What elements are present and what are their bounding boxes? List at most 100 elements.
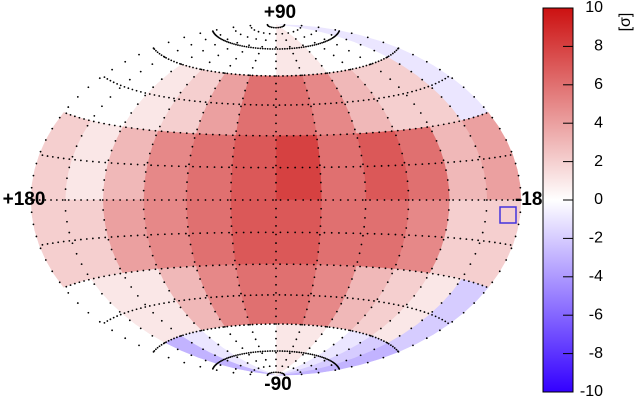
graticule-dot: [163, 116, 166, 119]
graticule-dot: [294, 166, 297, 169]
graticule-dot: [162, 342, 165, 345]
graticule-dot: [257, 166, 260, 169]
graticule-dot: [512, 199, 515, 201]
graticule-dot: [68, 158, 71, 161]
graticule-dot: [442, 274, 445, 277]
graticule-dot: [79, 238, 82, 241]
graticule-dot: [30, 186, 33, 189]
graticule-dot: [131, 309, 134, 312]
graticule-dot: [347, 199, 349, 201]
graticule-dot: [317, 26, 320, 29]
graticule-dot: [230, 216, 233, 219]
graticule-dot: [320, 325, 323, 328]
graticule-dot: [414, 234, 417, 237]
graticule-dot: [231, 134, 234, 137]
graticule-dot: [273, 75, 276, 77]
graticule-dot: [173, 99, 176, 102]
colorbar-tick-label: -8: [589, 345, 603, 362]
graticule-dot: [226, 325, 229, 328]
graticule-dot: [58, 116, 61, 119]
graticule-dot: [144, 94, 147, 97]
graticule-dot: [269, 350, 271, 352]
graticule-dot: [166, 130, 169, 133]
colorbar-tick-label: 8: [594, 38, 603, 55]
graticule-dot: [358, 145, 361, 148]
graticule-dot: [275, 33, 277, 35]
graticule-dot: [92, 199, 95, 201]
graticule-dot: [205, 103, 208, 106]
graticule-dot: [279, 263, 281, 266]
graticule-dot: [387, 164, 390, 167]
graticule-dot: [401, 245, 404, 248]
graticule-dot: [505, 259, 508, 261]
graticule-dot: [275, 39, 277, 42]
graticule-dot: [275, 267, 277, 270]
graticule-dot: [477, 115, 479, 117]
graticule-dot: [142, 208, 145, 211]
graticule-dot: [103, 122, 105, 125]
graticule-dot: [249, 323, 251, 326]
graticule-dot: [303, 81, 306, 84]
graticule-dot: [41, 243, 44, 246]
graticule-dot: [152, 86, 155, 89]
graticule-dot: [366, 232, 369, 235]
graticule-dot: [346, 264, 348, 267]
graticule-dot: [307, 45, 310, 48]
graticule-dot: [261, 47, 264, 50]
graticule-dot: [298, 66, 301, 69]
graticule-dot: [226, 38, 229, 41]
graticule-dot: [185, 64, 188, 67]
graticule-dot: [243, 74, 245, 76]
graticule-dot: [286, 350, 289, 353]
graticule-dot: [313, 41, 316, 44]
graticule-dot: [232, 26, 235, 29]
graticule-dot: [107, 238, 110, 241]
graticule-dot: [445, 169, 447, 172]
graticule-dot: [482, 292, 485, 294]
graticule-dot: [442, 123, 445, 126]
graticule-dot: [394, 164, 397, 167]
graticule-dot: [206, 166, 209, 168]
graticule-dot: [248, 44, 250, 47]
graticule-dot: [299, 323, 302, 326]
graticule-dot: [491, 116, 494, 119]
graticule-dot: [142, 189, 145, 192]
graticule-dot: [312, 73, 314, 76]
graticule-dot: [103, 179, 106, 181]
graticule-dot: [384, 130, 387, 133]
graticule-dot: [151, 143, 154, 146]
graticule-dot: [272, 263, 275, 266]
graticule-dot: [230, 225, 233, 228]
graticule-dot: [332, 199, 335, 201]
graticule-dot: [352, 100, 354, 103]
graticule-dot: [395, 263, 397, 266]
graticule-dot: [249, 373, 252, 376]
graticule-dot: [315, 30, 318, 32]
graticule-dot: [365, 64, 368, 67]
graticule-dot: [328, 71, 331, 74]
graticule-dot: [319, 216, 322, 219]
graticule-dot: [221, 38, 224, 41]
graticule-dot: [183, 36, 186, 39]
graticule-dot: [211, 367, 214, 370]
graticule-dot: [368, 334, 371, 337]
graticule-dot: [80, 134, 83, 137]
graticule-dot: [286, 74, 289, 77]
graticule-dot: [398, 334, 401, 337]
graticule-dot: [332, 343, 335, 346]
graticule-dot: [255, 323, 258, 326]
graticule-dot: [451, 320, 454, 323]
graticule-dot: [465, 238, 468, 241]
colorbar-tick-label: 2: [594, 153, 603, 170]
graticule-dot: [251, 66, 254, 69]
graticule-dot: [160, 130, 163, 133]
graticule-dot: [239, 364, 242, 367]
graticule-dot: [367, 98, 370, 101]
graticule-dot: [432, 199, 435, 201]
graticule-dot: [103, 321, 106, 324]
graticule-dot: [275, 147, 277, 150]
map-cell: [275, 199, 322, 265]
graticule-dot: [199, 365, 202, 368]
graticule-dot: [458, 199, 461, 201]
graticule-dot: [273, 323, 276, 325]
